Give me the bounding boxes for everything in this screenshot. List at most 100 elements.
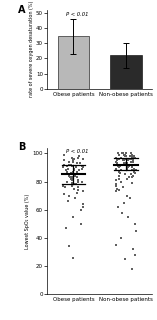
Point <box>134 162 137 167</box>
Point <box>71 164 74 169</box>
Point <box>130 159 132 164</box>
Point <box>117 204 120 210</box>
Point <box>128 175 131 180</box>
Point <box>118 176 120 181</box>
Point <box>77 168 80 173</box>
Point <box>129 196 131 201</box>
Point <box>131 152 133 157</box>
Point <box>117 156 120 162</box>
Point <box>64 185 66 190</box>
Point <box>124 172 126 177</box>
Point <box>68 193 71 198</box>
Point <box>125 193 128 198</box>
Point <box>71 255 74 260</box>
Point <box>134 252 136 258</box>
Point <box>81 179 83 184</box>
Point <box>70 180 73 186</box>
Point <box>131 155 134 160</box>
Point <box>78 161 81 166</box>
Point <box>72 158 75 163</box>
Point <box>63 192 65 197</box>
Point <box>73 156 76 162</box>
Point <box>132 159 134 164</box>
Point <box>79 221 82 227</box>
Point <box>131 165 133 170</box>
Point <box>123 200 126 205</box>
Point <box>122 158 124 163</box>
Point <box>73 186 75 191</box>
Point <box>77 179 80 184</box>
Point <box>78 172 80 177</box>
Point <box>74 173 76 179</box>
Point <box>66 164 69 169</box>
Point <box>126 165 129 170</box>
Point <box>71 175 74 180</box>
Point <box>126 176 128 181</box>
Point <box>116 158 118 163</box>
Text: B: B <box>18 142 25 152</box>
Point <box>62 165 65 170</box>
Point <box>130 159 133 164</box>
Text: P < 0.01: P < 0.01 <box>66 149 89 154</box>
Point <box>76 188 79 193</box>
Point <box>115 182 118 187</box>
Point <box>127 158 129 163</box>
Point <box>117 151 120 156</box>
Point <box>118 165 120 170</box>
Point <box>123 161 126 166</box>
Point <box>73 182 75 187</box>
Point <box>69 176 72 181</box>
Point <box>82 202 84 207</box>
Point <box>72 214 74 220</box>
Point <box>129 172 132 177</box>
Point <box>127 214 129 220</box>
Point <box>118 173 120 179</box>
Point <box>115 166 117 172</box>
Point <box>73 168 75 173</box>
Point <box>118 169 120 174</box>
Point <box>133 171 136 176</box>
Point <box>124 257 126 262</box>
Point <box>72 171 74 176</box>
Point <box>74 196 77 201</box>
Point <box>135 168 137 173</box>
Point <box>119 164 122 169</box>
Point <box>74 165 77 170</box>
Point <box>124 156 127 162</box>
Point <box>63 162 65 167</box>
Point <box>121 151 123 156</box>
Point <box>114 183 117 188</box>
Point <box>69 175 72 180</box>
Point <box>117 164 119 169</box>
Point <box>128 156 131 162</box>
Point <box>76 161 78 166</box>
Point <box>71 176 74 181</box>
Point <box>68 162 70 167</box>
Point <box>71 155 73 160</box>
Point <box>76 169 78 174</box>
Point <box>120 179 123 184</box>
Point <box>121 210 124 215</box>
Point <box>125 166 128 172</box>
Point <box>130 152 133 157</box>
Point <box>115 161 118 166</box>
Point <box>72 159 75 164</box>
Point <box>133 154 135 159</box>
Point <box>121 151 124 156</box>
Point <box>131 175 134 180</box>
Point <box>129 156 132 162</box>
Point <box>127 162 130 167</box>
Point <box>82 165 84 170</box>
Point <box>76 175 78 180</box>
Point <box>122 151 124 156</box>
Point <box>76 190 78 196</box>
Point <box>72 171 74 176</box>
Point <box>63 158 66 163</box>
Point <box>125 151 127 156</box>
Point <box>125 154 128 159</box>
Point <box>119 164 122 169</box>
Point <box>68 244 71 249</box>
Point <box>131 156 133 162</box>
Point <box>70 178 73 183</box>
Point <box>114 159 117 164</box>
